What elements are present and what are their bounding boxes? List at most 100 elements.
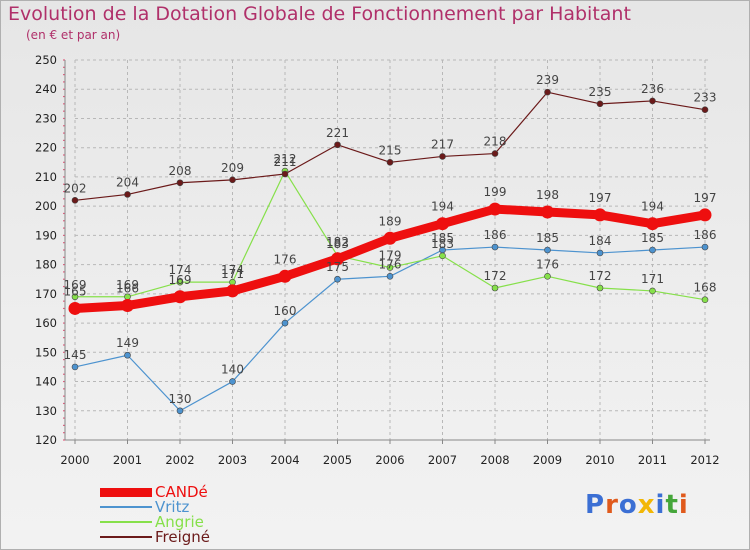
x-tick-label: 2004 <box>270 453 299 467</box>
data-label-cande: 176 <box>274 252 297 266</box>
data-label-vritz: 140 <box>221 363 244 377</box>
y-tick-label: 230 <box>35 111 57 125</box>
data-point-vritz <box>281 319 289 327</box>
data-point-cande <box>331 252 344 266</box>
y-tick-label: 130 <box>35 404 57 418</box>
data-label-vritz: 176 <box>379 257 402 271</box>
data-label-angrie: 183 <box>431 237 454 251</box>
x-tick-label: 2002 <box>165 453 194 467</box>
data-label-angrie: 179 <box>379 249 402 263</box>
data-point-angrie <box>544 273 551 280</box>
legend-label: CANDé <box>155 483 208 501</box>
chart-title: Evolution de la Dotation Globale de Fonc… <box>8 3 631 25</box>
data-point-cande <box>278 269 292 283</box>
series-group <box>68 88 712 415</box>
x-tick-label: 2005 <box>323 453 352 467</box>
x-tick-label: 2001 <box>113 453 142 467</box>
legend-swatch <box>100 521 152 523</box>
data-label-cande: 194 <box>431 200 454 214</box>
data-point-freigne <box>491 150 499 157</box>
data-point-vritz <box>71 363 79 371</box>
data-label-cande: 199 <box>484 185 507 199</box>
data-point-cande <box>383 231 397 245</box>
data-label-freigne: 218 <box>484 135 507 149</box>
data-label-angrie: 168 <box>694 281 717 295</box>
data-label-angrie: 174 <box>221 263 244 277</box>
data-point-freigne <box>596 100 604 108</box>
data-label-freigne: 236 <box>641 82 664 96</box>
data-label-vritz: 184 <box>589 234 612 248</box>
legend-label: Angrie <box>155 513 204 531</box>
chart-subtitle: (en € et par an) <box>26 28 121 42</box>
data-point-vritz <box>124 351 131 359</box>
data-point-vritz <box>176 407 184 415</box>
data-point-freigne <box>229 176 236 184</box>
y-tick-label: 120 <box>35 433 57 447</box>
y-tick-label: 170 <box>35 287 57 301</box>
data-label-cande: 169 <box>169 273 192 287</box>
data-label-cande: 166 <box>116 282 139 296</box>
data-label-angrie: 172 <box>589 269 612 283</box>
data-label-vritz: 149 <box>116 336 139 350</box>
y-tick-label: 150 <box>35 345 57 359</box>
data-label-freigne: 202 <box>64 181 87 195</box>
data-point-vritz <box>701 243 709 251</box>
data-label-vritz: 130 <box>169 392 192 406</box>
data-label-vritz: 186 <box>484 228 507 242</box>
data-label-freigne: 217 <box>431 137 454 151</box>
data-point-vritz <box>334 275 341 283</box>
data-label-freigne: 221 <box>326 126 349 140</box>
legend-swatch <box>100 487 152 497</box>
data-point-cande <box>68 301 82 315</box>
data-label-cande: 197 <box>694 191 717 205</box>
x-tick-label: 2007 <box>428 453 457 467</box>
legend-swatch <box>100 536 152 538</box>
logo-letter: t <box>665 490 679 520</box>
legend-label: Vritz <box>155 498 190 516</box>
data-point-angrie <box>176 278 184 286</box>
data-label-vritz: 186 <box>694 228 717 242</box>
legend-item-angrie: Angrie <box>100 513 204 531</box>
y-tick-label: 190 <box>35 228 57 242</box>
data-point-freigne <box>544 88 551 96</box>
logo-letter: x <box>637 490 656 520</box>
legend-swatch <box>100 506 152 508</box>
data-point-freigne <box>701 106 709 113</box>
data-label-angrie: 174 <box>169 263 192 277</box>
logo-letter: r <box>605 490 619 520</box>
y-tick-label: 210 <box>35 170 57 184</box>
data-label-freigne: 235 <box>589 85 612 99</box>
data-point-angrie <box>71 293 79 301</box>
y-tick-label: 200 <box>35 199 57 213</box>
data-point-cande <box>593 208 607 222</box>
data-point-angrie <box>596 284 604 292</box>
data-point-freigne <box>176 179 184 187</box>
data-label-vritz: 160 <box>274 304 297 318</box>
data-label-angrie: 172 <box>484 269 507 283</box>
data-point-vritz <box>229 378 236 385</box>
data-point-freigne <box>386 159 394 166</box>
y-tick-label: 140 <box>35 375 57 389</box>
data-point-cande <box>226 284 239 298</box>
data-label-angrie: 169 <box>64 278 87 292</box>
y-tick-label: 180 <box>35 258 57 272</box>
data-label-freigne: 215 <box>379 143 402 157</box>
data-point-vritz <box>596 249 604 257</box>
data-point-cande <box>173 290 187 304</box>
logo-letter: o <box>618 490 638 520</box>
y-tick-label: 160 <box>35 316 57 330</box>
data-label-cande: 182 <box>326 235 349 249</box>
data-point-freigne <box>334 141 341 149</box>
x-tick-label: 2012 <box>690 453 719 467</box>
data-label-freigne: 204 <box>116 175 139 189</box>
data-label-vritz: 185 <box>431 231 454 245</box>
data-point-freigne <box>124 191 131 198</box>
data-label-freigne: 208 <box>169 164 192 178</box>
legend-item-vritz: Vritz <box>100 498 190 516</box>
data-label-vritz: 185 <box>536 231 559 245</box>
axes: 120 130 140 150 160 170 180 190 200 210 220 230 240 2… <box>35 53 720 467</box>
data-point-cande <box>698 208 712 222</box>
grid <box>74 59 710 441</box>
